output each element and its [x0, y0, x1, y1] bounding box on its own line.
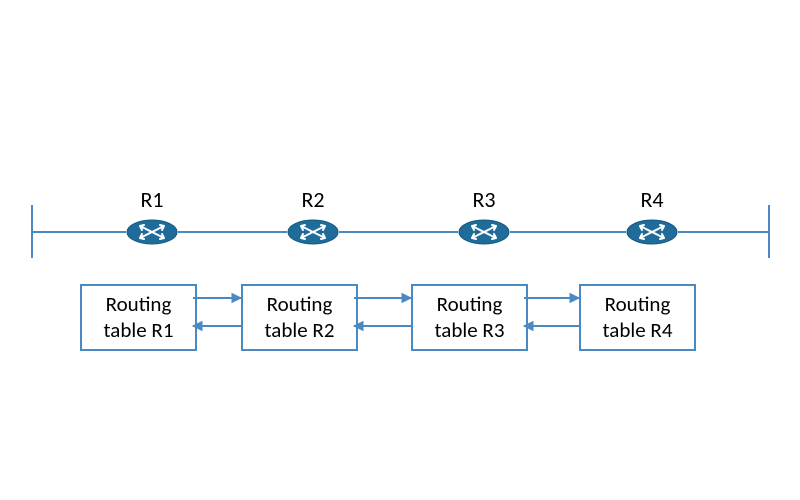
routing-table-box-rt4: Routingtable R4 [579, 284, 696, 351]
rt-line1: Routing [413, 292, 526, 317]
link-line-3 [510, 231, 626, 233]
rt-line1: Routing [82, 292, 195, 317]
routing-table-box-rt1: Routingtable R1 [80, 284, 197, 351]
router-label-r3: R3 [464, 186, 504, 213]
router-icon-r2 [287, 218, 339, 246]
router-label-r2: R2 [293, 186, 333, 213]
router-icon-r1 [126, 218, 178, 246]
router-icon-r4 [626, 218, 678, 246]
router-icon-r3 [458, 218, 510, 246]
router-label-r4: R4 [632, 186, 672, 213]
rt-line1: Routing [581, 292, 694, 317]
rt-line2: table R3 [413, 318, 526, 343]
router-label-r1: R1 [132, 186, 172, 213]
exchange-arrow [522, 292, 581, 304]
rt-line2: table R2 [243, 318, 356, 343]
link-line-2 [339, 231, 458, 233]
exchange-arrow [522, 320, 581, 332]
exchange-arrow [352, 292, 413, 304]
rt-line2: table R1 [82, 318, 195, 343]
exchange-arrow [191, 292, 243, 304]
rt-line2: table R4 [581, 318, 694, 343]
end-bar-right [768, 205, 770, 258]
rt-line1: Routing [243, 292, 356, 317]
link-line-4 [678, 231, 768, 233]
link-line-0 [31, 231, 126, 233]
routing-table-box-rt3: Routingtable R3 [411, 284, 528, 351]
routing-table-box-rt2: Routingtable R2 [241, 284, 358, 351]
link-line-1 [178, 231, 287, 233]
exchange-arrow [191, 320, 243, 332]
exchange-arrow [352, 320, 413, 332]
